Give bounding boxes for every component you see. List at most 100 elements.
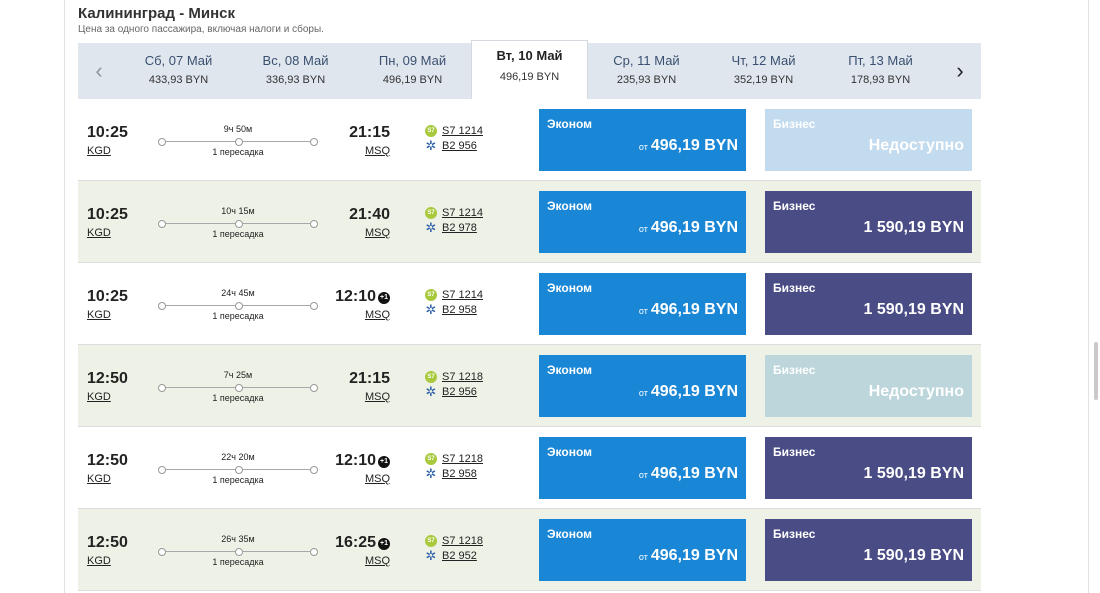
next-dates-button[interactable]: ›	[939, 43, 981, 99]
belavia-airline-icon: ✲	[425, 302, 437, 317]
date-price: 178,93 BYN	[850, 74, 911, 86]
business-fare-button[interactable]: Бизнес 1 590,19 BYN	[765, 191, 972, 253]
fare-class-label: Бизнес	[773, 281, 816, 295]
date-label: Чт, 12 Май	[731, 53, 796, 68]
chevron-left-icon: ‹	[95, 58, 103, 83]
date-tab-4-selected[interactable]: Вт, 10 Май 496,19 BYN	[471, 40, 588, 100]
arrival-airport[interactable]: MSQ	[364, 391, 390, 403]
flight-duration: 7ч 25м	[223, 370, 253, 380]
arrival-airport[interactable]: MSQ	[364, 145, 390, 157]
flight-number-link[interactable]: B2 958	[442, 304, 477, 316]
fare-price: от 496,19 BYN	[638, 137, 738, 154]
fare-class-label: Эконом	[547, 117, 593, 131]
flight-number-link[interactable]: S7 1214	[442, 289, 483, 301]
arrival-time: 16:25 +1	[318, 534, 390, 552]
economy-fare-button[interactable]: Эконом от 496,19 BYN	[539, 437, 746, 499]
fare-class-label: Бизнес	[773, 445, 816, 459]
business-fare-button[interactable]: Бизнес 1 590,19 BYN	[765, 273, 972, 335]
arrival-time: 21:15	[349, 124, 390, 141]
date-price: 496,19 BYN	[382, 74, 443, 86]
arrival-airport[interactable]: MSQ	[364, 473, 390, 485]
flight-number-link[interactable]: S7 1214	[442, 125, 483, 137]
departure-time: 10:25	[87, 206, 128, 223]
flight-row: 10:25 KGD 9ч 50м 1 пересадка 21:15 MSQ S…	[78, 99, 981, 181]
fare-price: от 496,19 BYN	[638, 383, 738, 400]
carrier-leg-1: S7 S7 1214	[425, 206, 483, 220]
departure-airport[interactable]: KGD	[87, 391, 111, 403]
economy-fare-button[interactable]: Эконом от 496,19 BYN	[539, 191, 746, 253]
s7-airline-icon: S7	[425, 371, 437, 383]
carrier-leg-1: S7 S7 1214	[425, 124, 483, 138]
economy-fare-button[interactable]: Эконом от 496,19 BYN	[539, 519, 746, 581]
stops-count: 1 пересадка	[212, 311, 264, 321]
next-day-badge: +1	[378, 538, 390, 550]
carrier-leg-1: S7 S7 1218	[425, 370, 483, 384]
carrier-leg-2: ✲ B2 956	[425, 139, 477, 153]
departure-airport[interactable]: KGD	[87, 145, 111, 157]
date-tab-1[interactable]: Сб, 07 Май 433,93 BYN	[120, 43, 237, 99]
date-price: 433,93 BYN	[148, 74, 209, 86]
route-line	[158, 138, 318, 146]
fare-price: 1 590,19 BYN	[863, 547, 964, 564]
business-fare-unavailable: Бизнес Недоступно	[765, 109, 972, 171]
scrollbar-thumb[interactable]	[1094, 342, 1098, 400]
date-tab-7[interactable]: Пт, 13 Май 178,93 BYN	[822, 43, 939, 99]
departure-airport[interactable]: KGD	[87, 309, 111, 321]
carrier-leg-2: ✲ B2 956	[425, 385, 477, 399]
date-label: Вс, 08 Май	[262, 53, 329, 68]
flight-number-link[interactable]: S7 1214	[442, 207, 483, 219]
fare-price: 1 590,19 BYN	[863, 465, 964, 482]
date-price: 336,93 BYN	[265, 74, 326, 86]
flight-row: 10:25 KGD 24ч 45м 1 пересадка 12:10 +1 MS…	[78, 263, 981, 345]
departure-airport[interactable]: KGD	[87, 473, 111, 485]
fare-class-label: Эконом	[547, 199, 593, 213]
flight-row: 12:50 KGD 26ч 35м 1 пересадка 16:25 +1 MS…	[78, 509, 981, 591]
fare-price: 1 590,19 BYN	[863, 301, 964, 318]
fare-class-label: Эконом	[547, 445, 593, 459]
business-fare-button[interactable]: Бизнес 1 590,19 BYN	[765, 519, 972, 581]
s7-airline-icon: S7	[425, 207, 437, 219]
s7-airline-icon: S7	[425, 125, 437, 137]
fare-price: от 496,19 BYN	[638, 465, 738, 482]
flight-number-link[interactable]: B2 978	[442, 222, 477, 234]
belavia-airline-icon: ✲	[425, 466, 437, 481]
departure-time: 12:50	[87, 534, 128, 551]
fare-class-label: Эконом	[547, 363, 593, 377]
flight-number-link[interactable]: B2 958	[442, 468, 477, 480]
date-label: Ср, 11 Май	[613, 53, 680, 68]
date-tab-2[interactable]: Вс, 08 Май 336,93 BYN	[237, 43, 354, 99]
flight-number-link[interactable]: B2 952	[442, 550, 477, 562]
business-fare-button[interactable]: Бизнес 1 590,19 BYN	[765, 437, 972, 499]
date-tab-3[interactable]: Пн, 09 Май 496,19 BYN	[354, 43, 471, 99]
fare-price: от 496,19 BYN	[638, 301, 738, 318]
carrier-leg-1: S7 S7 1214	[425, 288, 483, 302]
date-tab-6[interactable]: Чт, 12 Май 352,19 BYN	[705, 43, 822, 99]
stops-count: 1 пересадка	[212, 475, 264, 485]
date-tab-5[interactable]: Ср, 11 Май 235,93 BYN	[588, 43, 705, 99]
fare-price: 1 590,19 BYN	[863, 219, 964, 236]
flight-number-link[interactable]: S7 1218	[442, 371, 483, 383]
belavia-airline-icon: ✲	[425, 138, 437, 153]
stops-count: 1 пересадка	[212, 147, 264, 157]
carrier-leg-2: ✲ B2 978	[425, 221, 477, 235]
departure-airport[interactable]: KGD	[87, 555, 111, 567]
economy-fare-button[interactable]: Эконом от 496,19 BYN	[539, 273, 746, 335]
flight-number-link[interactable]: S7 1218	[442, 453, 483, 465]
arrival-airport[interactable]: MSQ	[364, 555, 390, 567]
prev-dates-button[interactable]: ‹	[78, 43, 120, 99]
flight-number-link[interactable]: B2 956	[442, 386, 477, 398]
departure-airport[interactable]: KGD	[87, 227, 111, 239]
page-right-border	[1088, 0, 1089, 593]
fare-price: от 496,19 BYN	[638, 547, 738, 564]
flight-number-link[interactable]: S7 1218	[442, 535, 483, 547]
arrival-airport[interactable]: MSQ	[364, 227, 390, 239]
economy-fare-button[interactable]: Эконом от 496,19 BYN	[539, 355, 746, 417]
carrier-leg-2: ✲ B2 958	[425, 467, 477, 481]
s7-airline-icon: S7	[425, 535, 437, 547]
next-day-badge: +1	[378, 292, 390, 304]
s7-airline-icon: S7	[425, 453, 437, 465]
economy-fare-button[interactable]: Эконом от 496,19 BYN	[539, 109, 746, 171]
fare-price: Недоступно	[868, 137, 964, 154]
arrival-airport[interactable]: MSQ	[364, 309, 390, 321]
flight-number-link[interactable]: B2 956	[442, 140, 477, 152]
